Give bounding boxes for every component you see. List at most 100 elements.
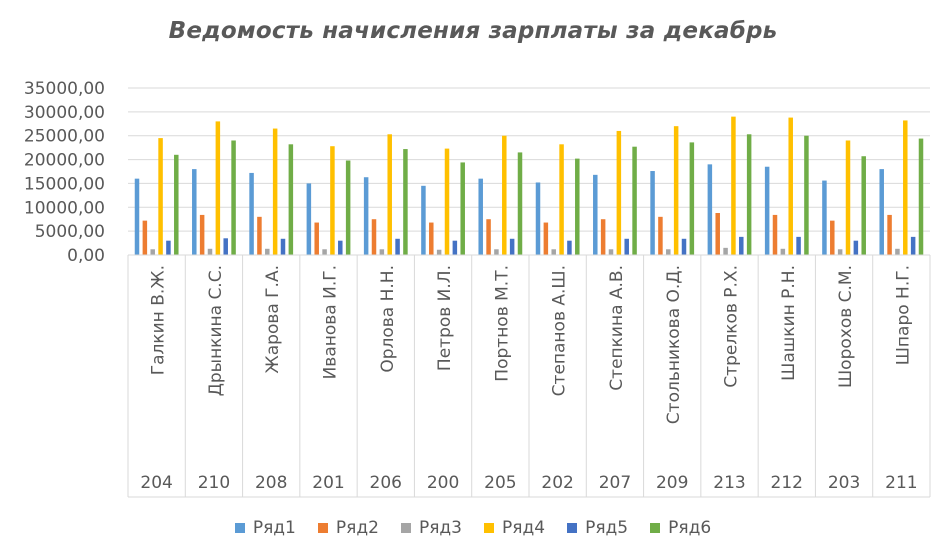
bar-Ряд1: [363, 177, 369, 255]
bar-Ряд2: [772, 214, 778, 255]
bar-Ряд3: [551, 249, 556, 255]
y-tick-label: 20000,00: [24, 151, 105, 171]
bar-Ряд6: [804, 135, 809, 255]
bar-Ряд5: [796, 236, 801, 255]
bar-Ряд6: [918, 138, 924, 255]
x-category-code: 207: [599, 473, 631, 493]
bar-Ряд6: [746, 134, 752, 255]
bar-Ряд1: [650, 171, 655, 255]
bar-Ряд5: [681, 238, 687, 255]
bar-Ряд6: [689, 142, 695, 255]
bar-Ряд4: [272, 128, 278, 255]
chart-title: Ведомость начисления зарплаты за декабрь: [168, 18, 778, 44]
x-category-label: Петров И.Л.: [435, 265, 455, 371]
bar-Ряд3: [608, 249, 614, 255]
x-category-label: Жарова Г.А.: [263, 265, 283, 374]
bar-Ряд5: [223, 238, 228, 255]
bar-Ряд6: [174, 154, 179, 255]
legend-swatch: [484, 523, 494, 533]
bar-Ряд4: [444, 148, 450, 255]
bar-Ряд2: [257, 216, 262, 255]
bar-Ряд4: [731, 116, 736, 255]
x-category-code: 206: [370, 473, 402, 493]
bar-Ряд6: [861, 156, 866, 255]
y-axis-tick-labels: 0,00 5000,00 10000,00 15000,00 20000,00 25000…: [24, 79, 105, 266]
bar-Ряд4: [330, 146, 335, 255]
legend-item: Ряд2: [317, 518, 379, 538]
bar-Ряд4: [559, 144, 564, 255]
x-axis-table: Галкин В.Ж. 204 Дрынкина С.С. 210 Жарова Г.А…: [127, 254, 931, 498]
legend-item: Ряд4: [484, 518, 545, 538]
legend-label: Ряд3: [418, 518, 462, 538]
x-category-code: 205: [484, 473, 516, 493]
bar-Ряд4: [215, 121, 221, 256]
bar-Ряд5: [567, 240, 572, 255]
bar-Ряд3: [150, 249, 155, 255]
bar-Ряд3: [666, 249, 671, 255]
bar-Ряд3: [322, 249, 327, 255]
legend-swatch: [234, 523, 245, 533]
bar-Ряд1: [134, 178, 140, 255]
x-category-label: Стольникова О.Д.: [664, 265, 684, 424]
bar-Ряд1: [764, 166, 770, 255]
bar-Ряд3: [207, 248, 213, 255]
legend: Ряд1 Ряд2 Ряд3 Ряд4 Ряд5 Ряд6: [0, 518, 946, 538]
legend-label: Ряд1: [252, 518, 296, 538]
x-category-label: Галкин В.Ж.: [149, 265, 169, 375]
bar-Ряд2: [600, 219, 606, 255]
bar-Ряд2: [830, 220, 835, 255]
legend-label: Ряд4: [502, 518, 546, 538]
y-tick-label: 5000,00: [35, 222, 105, 242]
x-category-code: 203: [828, 473, 860, 493]
bar-Ряд1: [192, 169, 197, 255]
y-tick-label: 25000,00: [24, 127, 105, 147]
bar-Ряд5: [509, 238, 515, 255]
bar-Ряд2: [429, 222, 434, 255]
legend-label: Ряд6: [668, 518, 712, 538]
y-tick-label: 15000,00: [24, 174, 105, 194]
bar-Ряд1: [535, 182, 541, 255]
bar-Ряд6: [575, 158, 580, 255]
x-category-code: 200: [427, 473, 459, 493]
x-category-label: Дрынкина С.С.: [206, 265, 226, 396]
bar-Ряд1: [306, 183, 312, 255]
bar-Ряд3: [895, 248, 900, 255]
bar-Ряд3: [436, 249, 442, 255]
y-tick-label: 30000,00: [24, 103, 105, 123]
x-category-code: 208: [255, 473, 287, 493]
bar-Ряд3: [494, 249, 499, 255]
bar-Ряд5: [853, 240, 859, 255]
legend-swatch: [400, 523, 411, 533]
bar-Ряд2: [486, 219, 491, 255]
bar-Ряд1: [478, 178, 483, 255]
bar-Ряд1: [707, 164, 713, 255]
legend-swatch: [317, 523, 328, 533]
x-category-code: 211: [885, 473, 917, 493]
bar-Ряд3: [723, 247, 728, 255]
y-tick-label: 0,00: [67, 246, 105, 266]
bar-Ряд2: [715, 213, 720, 255]
legend-item: Ряд3: [400, 518, 462, 538]
bar-Ряд6: [632, 146, 637, 255]
bar-Ряд3: [265, 248, 270, 255]
bar-Ряд5: [280, 238, 286, 255]
x-category-label: Портнов М.Т.: [492, 265, 512, 382]
bar-Ряд1: [879, 169, 884, 255]
legend-swatch: [650, 523, 661, 533]
bar-Ряд6: [288, 144, 294, 255]
bar-Ряд4: [903, 120, 908, 256]
bar-Ряд1: [249, 172, 254, 255]
x-category-code: 204: [140, 473, 172, 493]
bar-Ряд1: [822, 180, 827, 255]
x-category-code: 210: [198, 473, 230, 493]
bar-Ряд4: [788, 117, 793, 255]
legend-label: Ряд2: [335, 518, 379, 538]
bar-Ряд6: [345, 160, 351, 255]
bar-Ряд5: [739, 236, 744, 255]
bar-Ряд5: [910, 236, 916, 255]
bar-Ряд6: [403, 149, 408, 255]
y-tick-label: 10000,00: [24, 198, 105, 218]
bar-Ряд2: [314, 222, 319, 255]
bar-Ряд1: [593, 174, 598, 255]
